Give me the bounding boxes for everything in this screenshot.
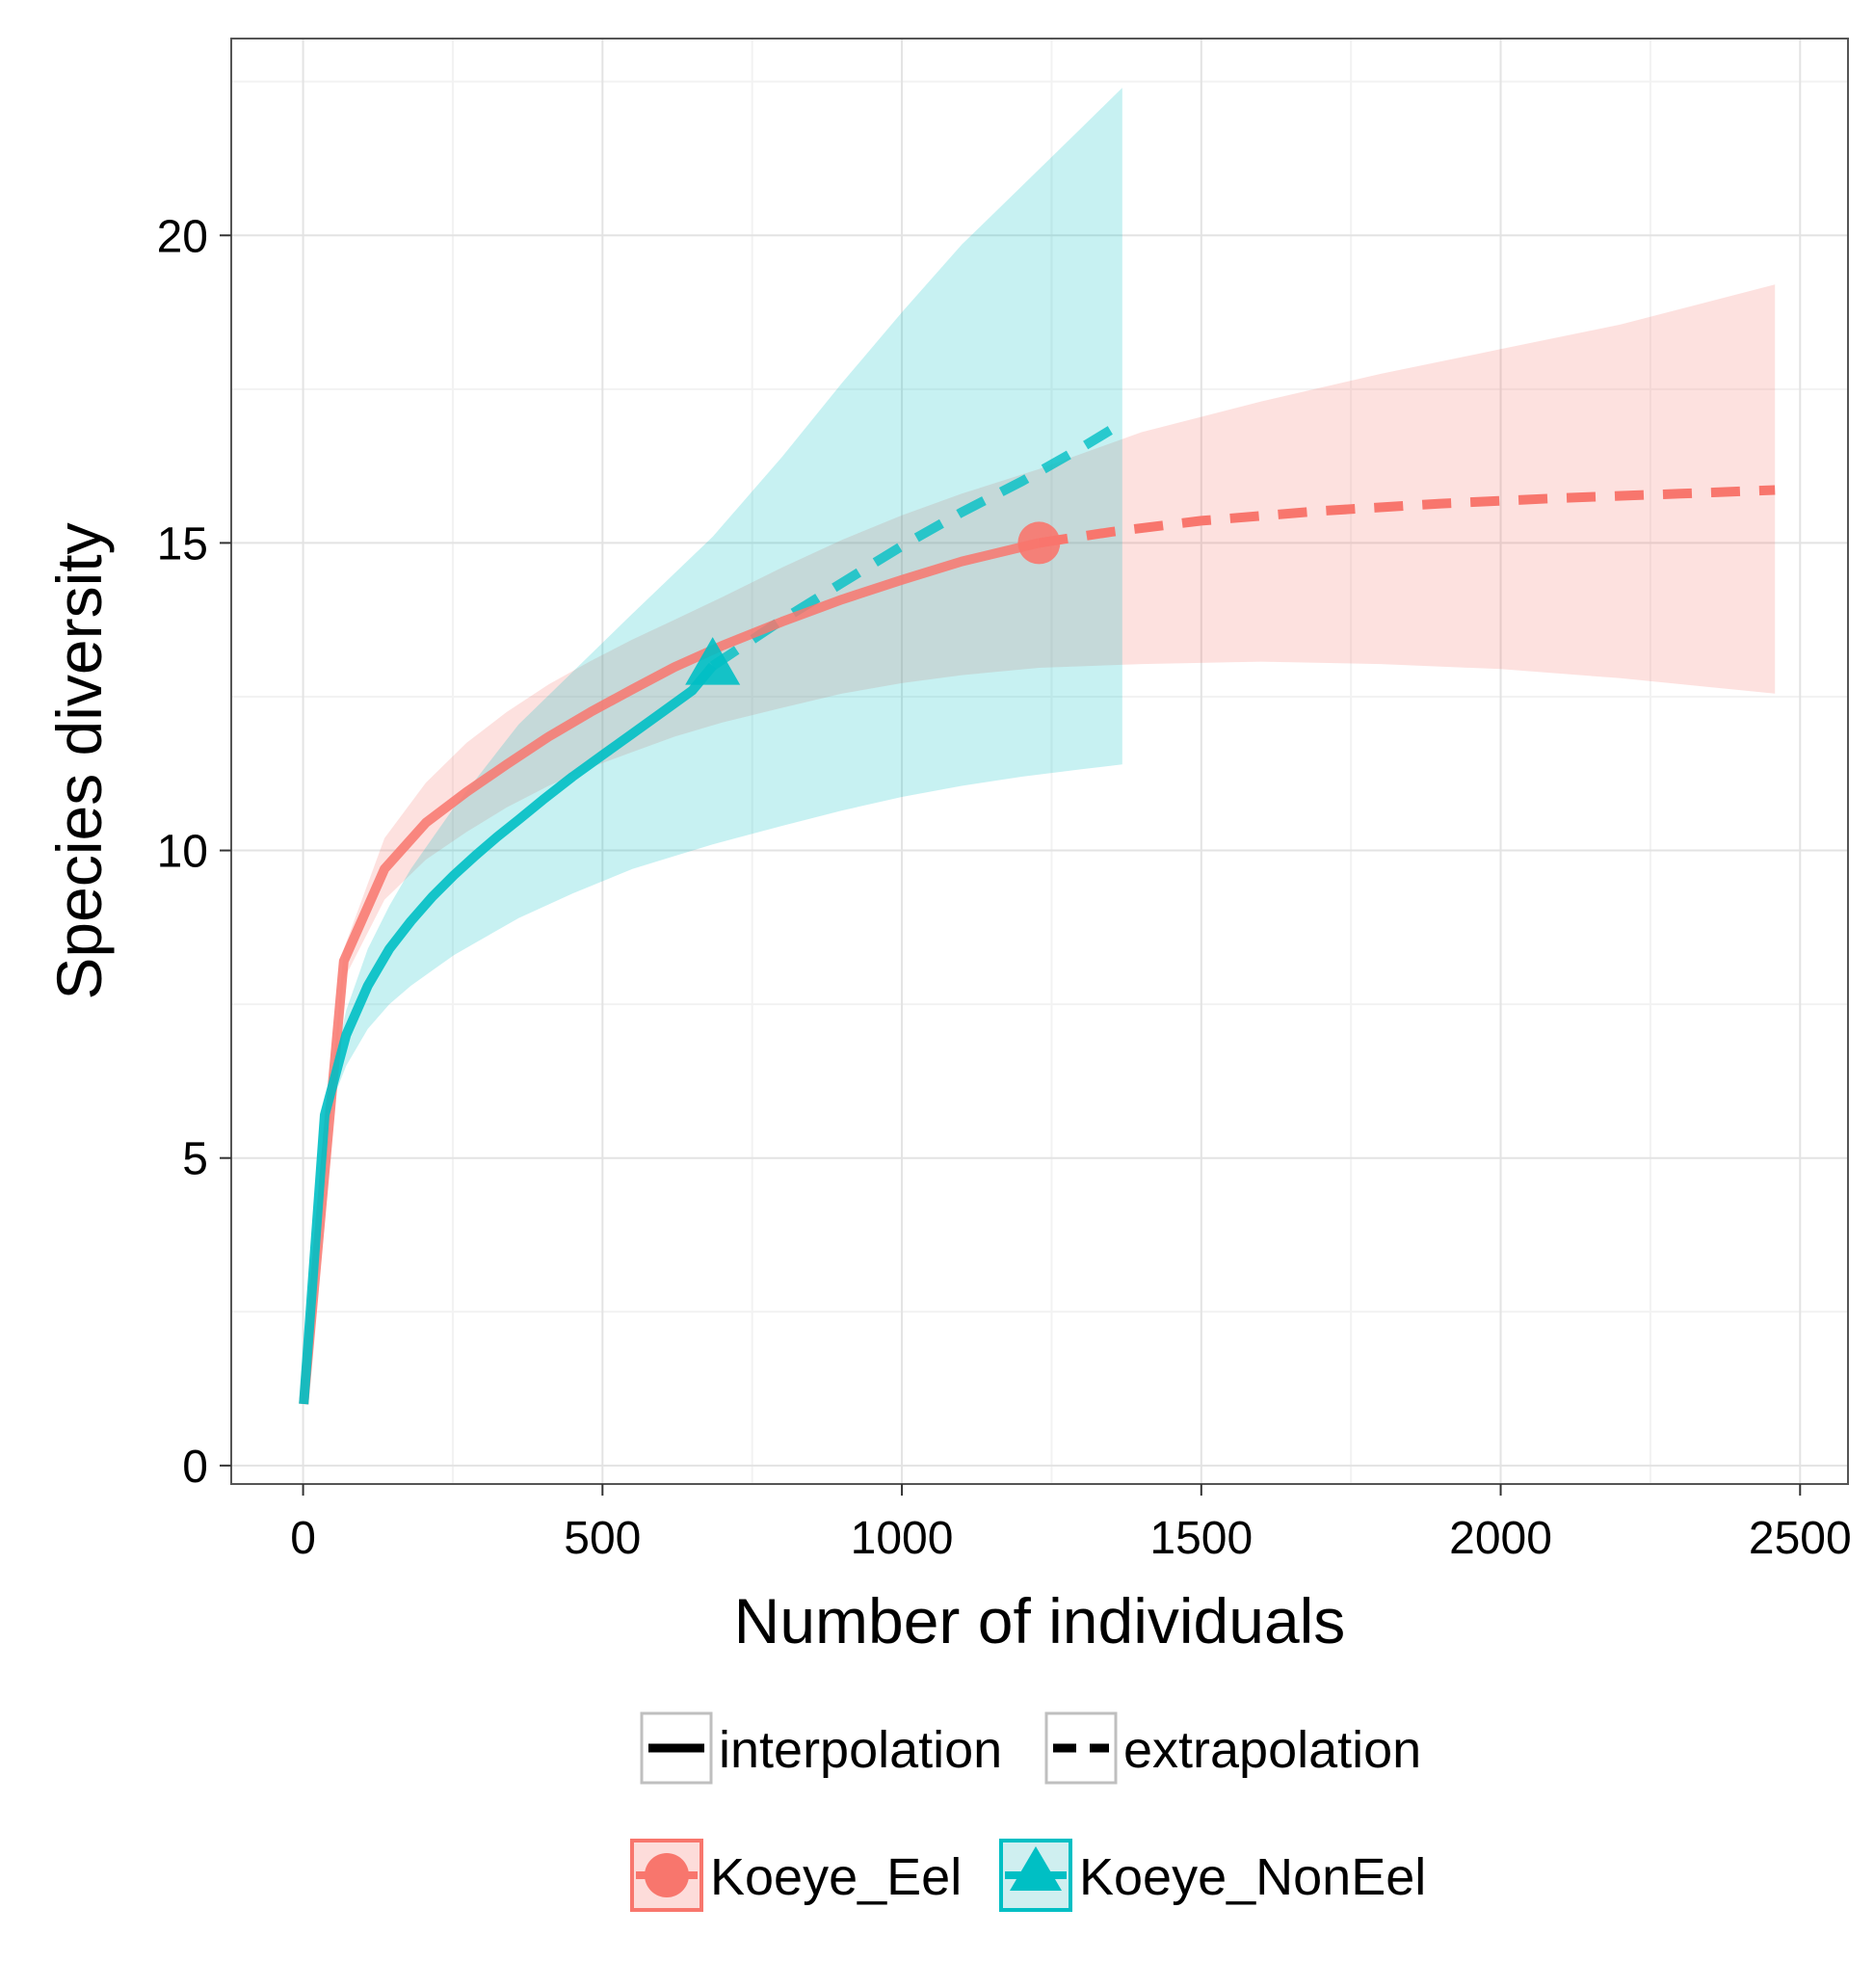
interpolation-line-koeye-eel xyxy=(299,538,1041,1405)
y-tick-label: 5 xyxy=(182,1134,208,1185)
y-axis-title: Species diversity xyxy=(43,522,115,999)
y-tick-label: 20 xyxy=(157,211,208,262)
confidence-ribbons xyxy=(304,88,1776,1405)
legend-koeye-noneel-triangle-icon xyxy=(1010,1846,1062,1891)
observed-markers xyxy=(685,521,1061,685)
ci-ribbon-koeye-noneel xyxy=(304,88,1122,1405)
plot-border xyxy=(230,38,1849,1485)
x-axis-title: Number of individuals xyxy=(734,1585,1346,1657)
extrapolation-line-koeye-eel xyxy=(1038,485,1776,548)
legend-method: interpolation extrapolation xyxy=(640,1711,1421,1785)
interpolation-line-koeye-noneel xyxy=(299,662,717,1405)
x-tick-label: 1000 xyxy=(851,1513,954,1564)
grid-lines xyxy=(231,39,1848,1484)
legend-koeye-noneel-label: Koeye_NonEel xyxy=(1079,1848,1426,1906)
series-lines xyxy=(299,418,1776,1405)
ci-ribbon-koeye-eel xyxy=(304,284,1776,1404)
legend-koeye-eel-circle-icon xyxy=(645,1853,689,1897)
x-tick-label: 2000 xyxy=(1449,1513,1552,1564)
legend-extrapolation-label: extrapolation xyxy=(1123,1721,1421,1779)
x-tick-label: 0 xyxy=(290,1513,316,1564)
plot-background xyxy=(231,39,1848,1484)
legend-koeye-eel-label: Koeye_Eel xyxy=(710,1848,962,1906)
axes: 0 500 1000 1500 2000 2500 0 5 10 15 20 xyxy=(157,211,1852,1564)
observed-point-koeye-eel xyxy=(1017,521,1061,565)
y-tick-label: 0 xyxy=(182,1442,208,1493)
observed-point-koeye-noneel xyxy=(685,637,741,685)
legend-series: Koeye_Eel Koeye_NonEel xyxy=(630,1839,1426,1912)
y-tick-label: 15 xyxy=(157,518,208,570)
extrapolation-line-koeye-noneel xyxy=(709,418,1125,671)
x-tick-label: 1500 xyxy=(1149,1513,1253,1564)
y-tick-label: 10 xyxy=(157,827,208,878)
legend-interpolation-label: interpolation xyxy=(719,1721,1002,1779)
x-tick-label: 500 xyxy=(564,1513,641,1564)
x-tick-label: 2500 xyxy=(1749,1513,1852,1564)
